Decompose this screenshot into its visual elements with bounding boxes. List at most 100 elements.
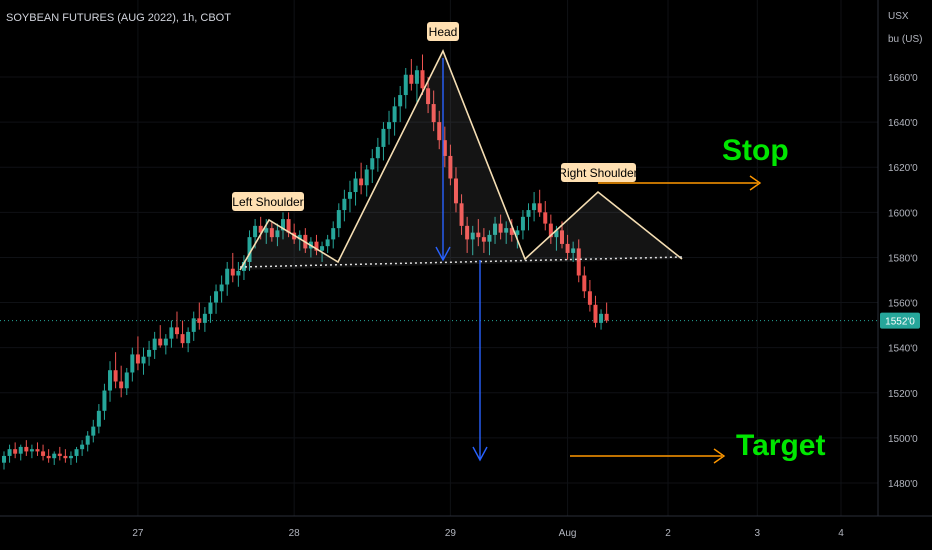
candle-body xyxy=(230,268,235,276)
candle-body xyxy=(124,372,129,389)
candle xyxy=(18,444,23,461)
candle-body xyxy=(537,203,542,213)
y-tick-label: 1560'0 xyxy=(888,299,918,310)
candle-body xyxy=(509,228,514,235)
right-shoulder-label-box xyxy=(561,163,636,182)
candle-body xyxy=(174,327,179,335)
pattern-fill xyxy=(240,51,682,270)
x-tick-label: 3 xyxy=(755,528,761,539)
candle xyxy=(532,192,537,222)
candle-body xyxy=(353,178,358,193)
candle xyxy=(91,419,96,443)
head-height-arrowhead xyxy=(435,246,451,262)
unit-label: bu (US) xyxy=(888,34,922,45)
candle xyxy=(281,212,285,240)
neckline xyxy=(239,256,683,268)
candle-body xyxy=(543,212,548,224)
candle xyxy=(403,67,408,109)
candle xyxy=(68,451,73,465)
candle-body xyxy=(426,88,431,105)
candle xyxy=(314,234,319,256)
left-shoulder-label-box xyxy=(232,192,304,211)
candle xyxy=(230,252,235,283)
candle-body xyxy=(526,210,531,217)
candle xyxy=(85,431,90,452)
candle xyxy=(275,223,280,247)
candle xyxy=(286,212,291,238)
candle xyxy=(453,167,458,213)
candle xyxy=(186,327,191,353)
candle xyxy=(359,162,364,195)
candle-body xyxy=(74,449,79,456)
left-shoulder-label-text: Left Shoulder xyxy=(232,195,303,209)
candle xyxy=(387,110,392,145)
candle-body xyxy=(80,444,85,450)
candle xyxy=(135,336,140,371)
candle-body xyxy=(241,261,246,271)
candle-body xyxy=(548,223,553,238)
candle-body xyxy=(275,230,280,238)
left-shoulder-label: Left Shoulder xyxy=(232,192,304,211)
candle xyxy=(537,189,542,217)
candle-body xyxy=(236,270,241,276)
candle-body xyxy=(264,228,269,233)
candle xyxy=(241,255,246,280)
y-tick-label: 1640'0 xyxy=(888,118,918,129)
candle-body xyxy=(604,313,609,321)
candle-body xyxy=(13,449,18,454)
candle-body xyxy=(225,268,230,285)
candle-body xyxy=(593,304,598,323)
candle-body xyxy=(208,302,213,314)
candle-body xyxy=(331,228,336,240)
price-axis[interactable]: 1480'0 1500'0 1520'0 1540'0 1560'0 1580'0 1600… xyxy=(888,73,918,490)
candle-body xyxy=(253,225,258,238)
candle-body xyxy=(437,122,442,141)
candle-body xyxy=(420,70,425,89)
pattern-outline xyxy=(239,49,683,271)
candle-body xyxy=(347,192,352,199)
candle-body xyxy=(515,230,520,235)
candle-body xyxy=(147,349,152,357)
x-tick-label: Aug xyxy=(559,528,577,539)
candle xyxy=(74,446,79,463)
candle xyxy=(147,340,152,366)
candle xyxy=(587,280,592,312)
candle-body xyxy=(135,354,140,364)
candle xyxy=(448,144,453,186)
candle-body xyxy=(481,237,486,242)
candle xyxy=(476,219,481,247)
candle xyxy=(548,214,553,244)
candle-body xyxy=(119,381,124,389)
candle xyxy=(52,451,57,465)
time-axis[interactable]: 272829Aug2345 xyxy=(132,528,932,539)
candle-body xyxy=(158,338,163,346)
candle-body xyxy=(91,426,96,436)
candle-body xyxy=(2,455,6,463)
candle xyxy=(63,449,68,463)
candle-body xyxy=(29,449,34,452)
x-tick-label: 28 xyxy=(289,528,301,539)
candle-body xyxy=(459,203,464,226)
candle xyxy=(331,221,336,249)
y-tick-label: 1500'0 xyxy=(888,434,918,445)
candle-body xyxy=(448,155,453,179)
candle-body xyxy=(130,354,135,373)
candle-body xyxy=(202,313,207,323)
candle xyxy=(124,367,129,396)
candle-body xyxy=(191,318,196,332)
candle xyxy=(96,404,101,434)
candle-body xyxy=(314,241,319,251)
candle xyxy=(498,214,503,240)
head-and-shoulders-pattern xyxy=(239,49,683,271)
candle xyxy=(493,216,498,244)
candle xyxy=(41,444,46,461)
candle-body xyxy=(493,223,498,235)
candle xyxy=(487,230,492,256)
candle-body xyxy=(63,455,68,459)
candle-body xyxy=(587,291,592,305)
candle-body xyxy=(152,338,157,350)
candle xyxy=(297,230,302,251)
candle-body xyxy=(599,313,604,323)
